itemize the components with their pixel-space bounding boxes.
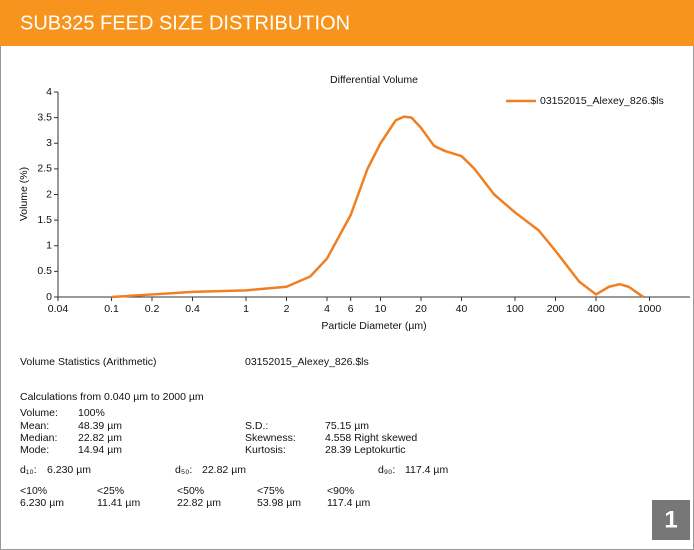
chart-title: Differential Volume [330,74,418,86]
badge: 1 [664,506,677,533]
d-value: 22.82 µm [202,464,246,476]
x-tick-label: 0.4 [185,303,200,315]
percentile-label: <25% [97,485,124,497]
x-axis-label: Particle Diameter (µm) [321,320,426,332]
stat-label: Volume: [20,407,58,419]
percentile-value: 6.230 µm [20,497,64,509]
d-value: 6.230 µm [47,464,91,476]
y-tick-label: 1.5 [37,214,52,226]
data-line [111,115,645,299]
y-tick-label: 1 [46,240,52,252]
x-tick-label: 2 [284,303,290,315]
stat-label: S.D.: [245,420,268,432]
stat-label: Kurtosis: [245,444,286,456]
stats-range: Calculations from 0.040 µm to 2000 µm [20,391,204,403]
y-tick-label: 2.5 [37,163,52,175]
x-tick-label: 10 [375,303,387,315]
percentile-label: <50% [177,485,204,497]
stat-value: 28.39 Leptokurtic [325,444,406,456]
percentile-label: <10% [20,485,47,497]
x-tick-label: 1000 [638,303,662,315]
percentile-value: 22.82 µm [177,497,221,509]
d-label: d₉₀: [378,464,395,476]
x-tick-label: 400 [587,303,605,315]
stats-file: 03152015_Alexey_826.$ls [245,356,369,368]
y-tick-label: 3.5 [37,111,52,123]
y-tick-label: 4 [46,86,52,98]
stat-value: 75.15 µm [325,420,369,432]
stat-value: 22.82 µm [78,432,122,444]
d-label: d₅₀: [175,464,192,476]
y-tick-label: 0 [46,291,52,303]
x-tick-label: 4 [324,303,330,315]
badge-box [652,500,690,540]
percentile-label: <90% [327,485,354,497]
x-tick-label: 40 [456,303,468,315]
x-tick-label: 0.2 [145,303,160,315]
stat-value: 14.94 µm [78,444,122,456]
y-tick-label: 2 [46,188,52,200]
stat-label: Mode: [20,444,49,456]
x-tick-label: 0.04 [48,303,69,315]
stat-value: 4.558 Right skewed [325,432,417,444]
y-tick-label: 3 [46,137,52,149]
d-label: d₁₀: [20,464,37,476]
x-tick-label: 0.1 [104,303,119,315]
percentile-value: 53.98 µm [257,497,301,509]
x-tick-label: 20 [415,303,427,315]
stat-value: 48.39 µm [78,420,122,432]
x-tick-label: 1 [243,303,249,315]
percentile-value: 117.4 µm [327,497,370,509]
header-title: SUB325 FEED SIZE DISTRIBUTION [20,12,350,34]
legend-label: 03152015_Alexey_826.$ls [540,95,664,107]
x-tick-label: 100 [506,303,524,315]
percentile-value: 11.41 µm [97,497,140,509]
header-bar [0,0,694,46]
x-tick-label: 200 [547,303,565,315]
stat-value: 100% [78,407,105,419]
y-axis-label: Volume (%) [18,167,30,221]
y-tick-label: 0.5 [37,265,52,277]
d-value: 117.4 µm [405,464,448,476]
percentile-label: <75% [257,485,284,497]
x-tick-label: 6 [348,303,354,315]
stat-label: Median: [20,432,57,444]
stat-label: Skewness: [245,432,296,444]
stat-label: Mean: [20,420,49,432]
stats-heading: Volume Statistics (Arithmetic) [20,356,157,368]
